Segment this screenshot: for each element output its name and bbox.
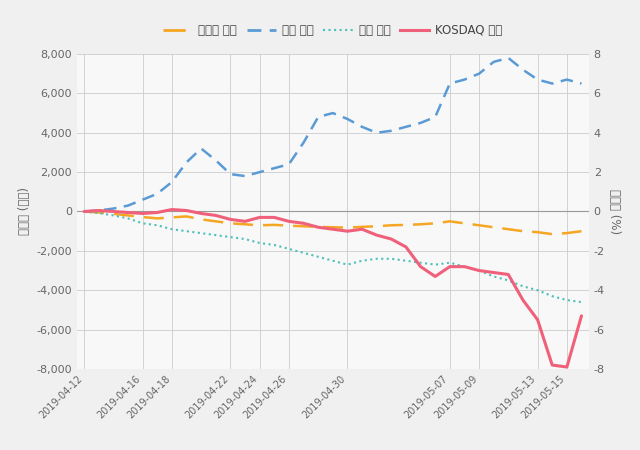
- Y-axis label: 수익률 (%): 수익률 (%): [609, 189, 621, 234]
- Y-axis label: 미수량 (억원): 미수량 (억원): [18, 188, 31, 235]
- Legend: 외국인 누적, 개인 누적, 기관 누적, KOSDAQ 누적: 외국인 누적, 개인 누적, 기관 누적, KOSDAQ 누적: [158, 19, 508, 41]
